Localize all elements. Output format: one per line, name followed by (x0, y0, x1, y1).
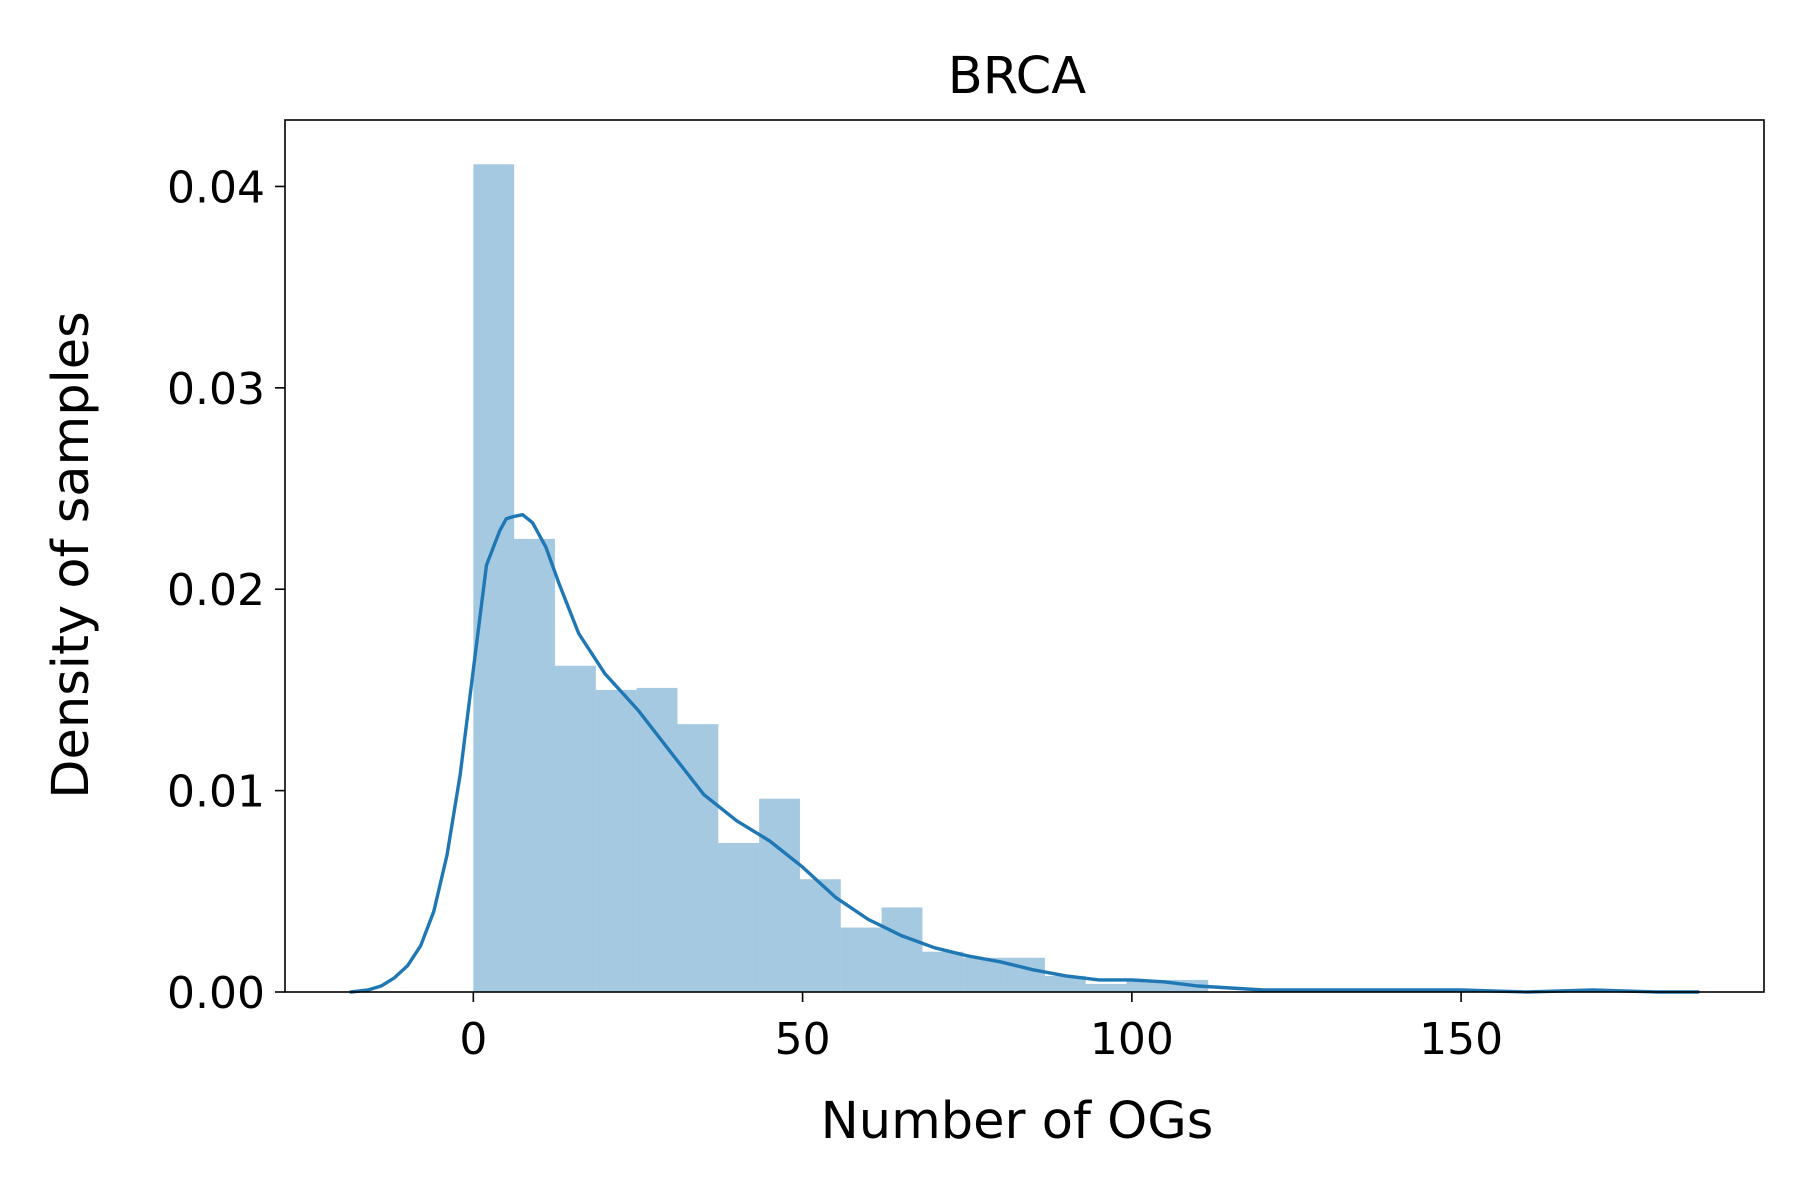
kde-line (349, 513, 1700, 994)
y-tick-label: 0.03 (167, 364, 265, 415)
y-axis-ticks: 0.00 0.01 0.02 0.03 0.04 (167, 162, 285, 1019)
y-tick-label: 0.01 (167, 767, 265, 818)
histogram-bar (759, 798, 800, 992)
histogram-bar (514, 538, 555, 992)
y-tick-label: 0.04 (167, 162, 265, 213)
x-axis-label: Number of OGs (821, 1092, 1214, 1151)
histogram-bar (840, 927, 882, 992)
histogram-bar (554, 665, 596, 992)
x-axis-ticks: 0 50 100 150 (459, 992, 1503, 1065)
plot-frame (284, 119, 1765, 993)
histogram-bar (1085, 983, 1127, 992)
histogram-bar (677, 724, 719, 992)
histogram-bar (595, 689, 637, 992)
y-axis-label: Density of samples (42, 311, 101, 798)
kde-layer (349, 513, 1700, 994)
histogram-bar (963, 957, 1005, 992)
x-tick-label: 0 (459, 1014, 487, 1065)
y-tick-label: 0.02 (167, 565, 265, 616)
histogram-bar (718, 842, 760, 992)
histogram-bar (922, 951, 964, 992)
histogram-bar (1044, 975, 1086, 992)
chart-title: BRCA (948, 47, 1086, 106)
y-tick-label: 0.00 (167, 968, 265, 1019)
histogram-bar (473, 164, 515, 992)
histogram-bar (881, 907, 923, 992)
x-tick-label: 150 (1419, 1014, 1503, 1065)
x-tick-label: 100 (1090, 1014, 1174, 1065)
histogram-bars (473, 164, 1209, 992)
x-tick-label: 50 (775, 1014, 831, 1065)
histogram-bar (636, 687, 678, 992)
